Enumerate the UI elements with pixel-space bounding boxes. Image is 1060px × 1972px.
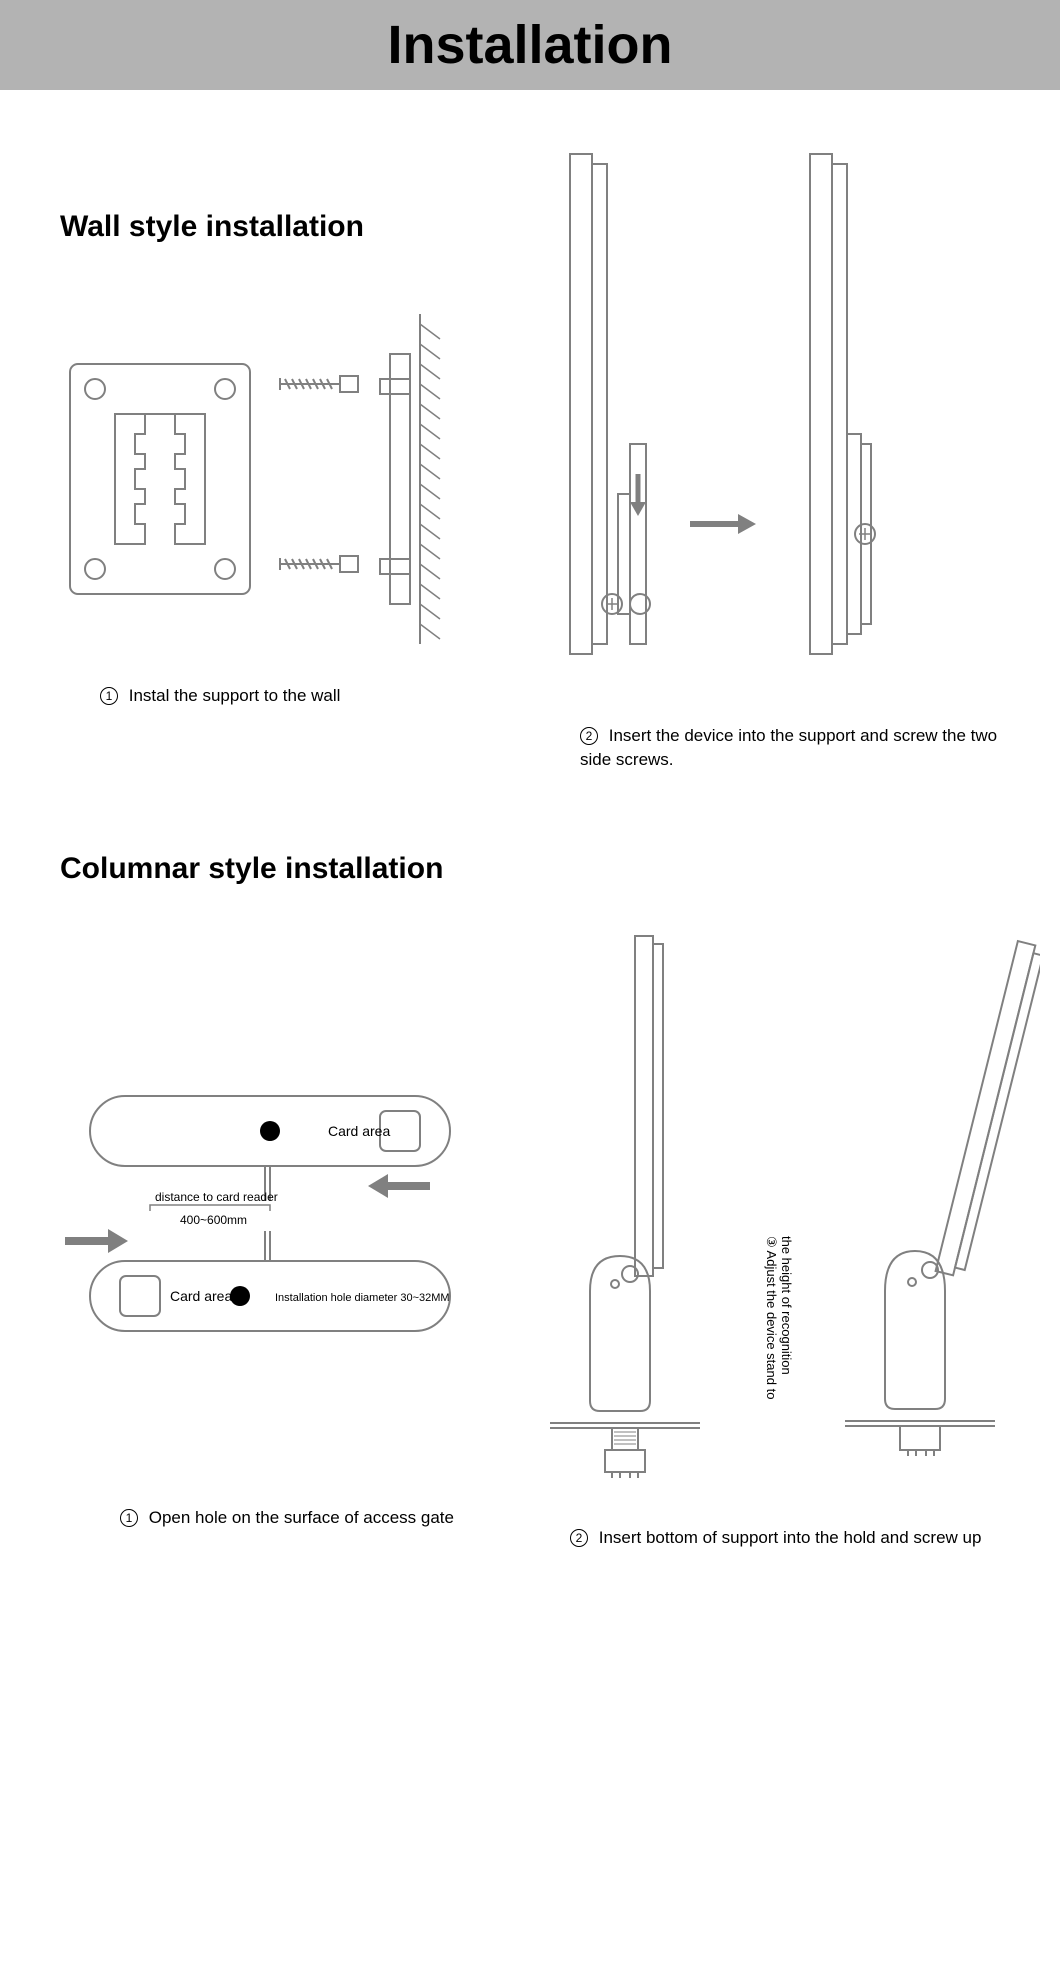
card-area-bottom-label: Card area bbox=[170, 1288, 232, 1304]
columnar-step1-text: Open hole on the surface of access gate bbox=[149, 1508, 454, 1527]
page-title: Installation bbox=[0, 14, 1060, 76]
wall-step1-text: Instal the support to the wall bbox=[129, 686, 341, 705]
card-area-top-label: Card area bbox=[328, 1123, 390, 1139]
step3-text-line1: ③ Adjust the device stand to bbox=[764, 1236, 779, 1399]
wall-step2-text: Insert the device into the support and s… bbox=[580, 726, 997, 769]
wall-step2-diagram bbox=[540, 144, 1000, 704]
columnar-heading: Columnar style installation bbox=[60, 852, 1000, 886]
step-num-c2: 2 bbox=[570, 1529, 588, 1547]
header-bar: Installation bbox=[0, 0, 1060, 90]
distance-label-text: distance to card reader bbox=[155, 1190, 278, 1204]
columnar-step1-caption: 1 Open hole on the surface of access gat… bbox=[60, 1506, 480, 1530]
columnar-step2-caption: 2 Insert bottom of support into the hold… bbox=[520, 1526, 1040, 1550]
columnar-step23-diagram: ③ Adjust the device stand to the height … bbox=[520, 926, 1040, 1506]
content: Wall style installation bbox=[0, 210, 1060, 1549]
columnar-step2-text: Insert bottom of support into the hold a… bbox=[599, 1528, 982, 1547]
distance-value-text: 400~600mm bbox=[180, 1213, 247, 1227]
hole-label-text: Installation hole diameter 30~32MM bbox=[275, 1292, 450, 1304]
step-num-1: 1 bbox=[100, 687, 118, 705]
columnar-step1-cell: Card area distance to card reader 400~60… bbox=[60, 926, 480, 1550]
step3-text-line2: the height of recognition bbox=[779, 1236, 794, 1375]
wall-step2-caption: 2 Insert the device into the support and… bbox=[540, 724, 1000, 772]
wall-style-row: 1 Instal the support to the wall bbox=[60, 284, 1000, 772]
wall-step1-cell: 1 Instal the support to the wall bbox=[60, 284, 500, 772]
columnar-step1-diagram: Card area distance to card reader 400~60… bbox=[60, 1066, 480, 1486]
step-num-c1: 1 bbox=[120, 1509, 138, 1527]
columnar-step23-cell: ③ Adjust the device stand to the height … bbox=[520, 926, 1040, 1550]
wall-step1-diagram bbox=[60, 284, 480, 664]
columnar-row: Card area distance to card reader 400~60… bbox=[60, 926, 1000, 1550]
wall-step2-cell: 2 Insert the device into the support and… bbox=[540, 284, 1000, 772]
step-num-2: 2 bbox=[580, 727, 598, 745]
wall-step1-caption: 1 Instal the support to the wall bbox=[60, 684, 500, 708]
